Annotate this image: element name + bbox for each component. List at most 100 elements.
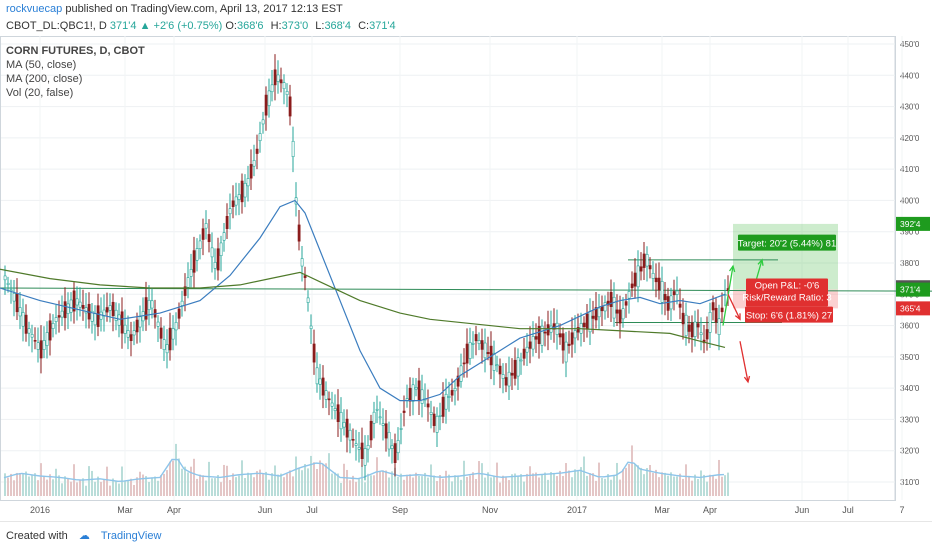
candle-body bbox=[675, 290, 679, 295]
volume-bar bbox=[409, 474, 411, 496]
volume-bar bbox=[295, 456, 297, 496]
volume-bar bbox=[472, 472, 474, 496]
legend-ma50[interactable]: MA (50, close) bbox=[6, 59, 77, 71]
price-tag bbox=[896, 301, 930, 316]
candle-body bbox=[15, 293, 19, 313]
volume-bar bbox=[148, 481, 150, 496]
candle-body bbox=[123, 324, 127, 334]
candle-body bbox=[564, 341, 568, 363]
candle-body bbox=[678, 303, 682, 308]
volume-bar bbox=[469, 475, 471, 496]
volume-bar bbox=[220, 482, 222, 496]
open-value: 368'6 bbox=[236, 20, 264, 32]
candle-body bbox=[657, 277, 661, 291]
candle-body bbox=[42, 340, 46, 350]
candle-body bbox=[426, 403, 430, 408]
volume-bar bbox=[586, 475, 588, 496]
candle-body bbox=[171, 328, 175, 340]
volume-bar bbox=[178, 458, 180, 496]
volume-bar bbox=[616, 462, 618, 496]
candle-body bbox=[309, 325, 313, 329]
close-label: C: bbox=[358, 20, 370, 32]
volume-bar bbox=[700, 470, 702, 496]
volume-bar bbox=[583, 456, 585, 496]
legend-volume[interactable]: Vol (20, false) bbox=[6, 87, 74, 99]
candle-body bbox=[690, 322, 694, 338]
volume-bar bbox=[100, 481, 102, 496]
candle-body bbox=[585, 313, 589, 330]
volume-bar bbox=[217, 475, 219, 496]
author-link[interactable]: rockvuecap bbox=[6, 3, 63, 15]
tradingview-brand[interactable]: TradingView bbox=[100, 530, 162, 542]
x-tick-label: Apr bbox=[167, 505, 181, 515]
candle-body bbox=[30, 334, 34, 338]
price-chart[interactable]: 450'0 440'0 430'0 420'0 410'0 400'0 390'0 380'0… bbox=[0, 0, 932, 521]
candle-body bbox=[396, 440, 400, 454]
candle-body bbox=[687, 324, 691, 332]
candle-body bbox=[450, 390, 454, 396]
candle-body bbox=[573, 330, 577, 339]
volume-bar bbox=[187, 472, 189, 496]
candle-body bbox=[126, 330, 130, 338]
volume-bar bbox=[718, 459, 720, 496]
candle-body bbox=[465, 343, 469, 364]
x-tick-label: Jun bbox=[795, 505, 810, 515]
candle-body bbox=[627, 291, 631, 299]
volume-bar bbox=[403, 479, 405, 496]
tradingview-logo-icon[interactable]: ☁ bbox=[78, 530, 90, 542]
candle-body bbox=[120, 311, 124, 334]
candle-body bbox=[150, 300, 154, 309]
candle-body bbox=[282, 82, 286, 90]
legend-ma200[interactable]: MA (200, close) bbox=[6, 73, 83, 85]
candle-body bbox=[33, 340, 37, 342]
candle-body bbox=[297, 224, 301, 242]
volume-bar bbox=[232, 473, 234, 496]
y-tick-label: 420'0 bbox=[900, 134, 920, 143]
volume-bar bbox=[649, 465, 651, 496]
volume-bar bbox=[265, 471, 267, 496]
volume-bar bbox=[460, 479, 462, 496]
candle-body bbox=[636, 265, 640, 288]
y-tick-label: 380'0 bbox=[900, 259, 920, 268]
candle-body bbox=[495, 364, 499, 367]
volume-bar bbox=[571, 477, 573, 496]
candle-body bbox=[417, 380, 421, 401]
volume-bar bbox=[535, 472, 537, 496]
volume-bar bbox=[580, 467, 582, 496]
candle-body bbox=[75, 298, 79, 306]
volume-bar bbox=[289, 470, 291, 496]
volume-bar bbox=[511, 474, 513, 496]
volume-bar bbox=[661, 472, 663, 496]
volume-bar bbox=[640, 467, 642, 496]
volume-bar bbox=[544, 472, 546, 496]
volume-bar bbox=[385, 470, 387, 496]
volume-bar bbox=[685, 464, 687, 496]
candle-body bbox=[411, 384, 415, 402]
volume-bar bbox=[628, 463, 630, 496]
volume-bar bbox=[322, 463, 324, 496]
close-value: 371'4 bbox=[369, 20, 396, 32]
volume-bar bbox=[529, 466, 531, 496]
volume-bar bbox=[595, 480, 597, 496]
y-tick-label: 430'0 bbox=[900, 103, 920, 112]
candle-body bbox=[195, 248, 199, 261]
candle-body bbox=[258, 133, 262, 142]
candle-body bbox=[522, 348, 526, 359]
y-tick-label: 390'0 bbox=[900, 228, 920, 237]
volume-bar bbox=[655, 469, 657, 496]
candle-body bbox=[540, 325, 544, 346]
up-arrow bbox=[722, 266, 734, 326]
volume-bar bbox=[268, 479, 270, 496]
candle-body bbox=[483, 342, 487, 359]
candle-body bbox=[432, 413, 436, 426]
volume-bar bbox=[664, 472, 666, 496]
ratio-label: Risk/Reward Ratio: 3 bbox=[742, 292, 831, 303]
candle-body bbox=[189, 269, 193, 277]
volume-bar bbox=[352, 475, 354, 496]
volume-bar bbox=[670, 472, 672, 496]
volume-bar bbox=[160, 475, 162, 496]
chart-legend: CORN FUTURES, D, CBOT MA (50, close) MA … bbox=[6, 44, 145, 100]
volume-bar bbox=[382, 470, 384, 496]
candle-body bbox=[642, 253, 646, 268]
candle-body bbox=[45, 332, 49, 346]
